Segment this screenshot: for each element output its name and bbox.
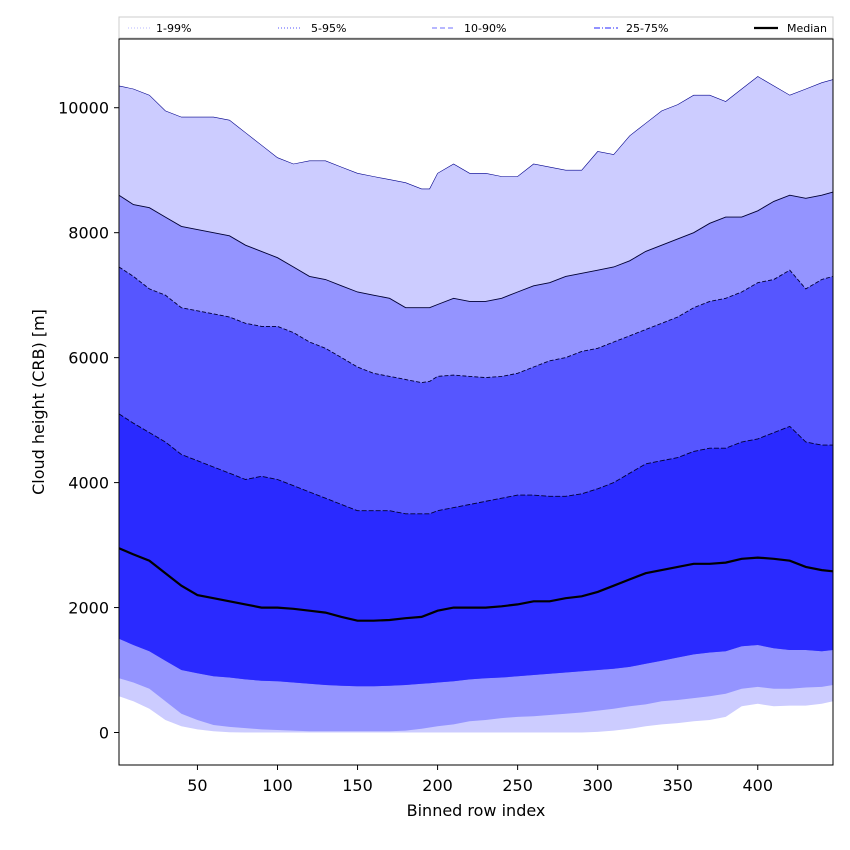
legend: 1-99% 5-95% 10-90% 25-75% Median — [118, 16, 834, 39]
series-line-median — [118, 547, 834, 622]
band-upper-line-25-75pct — [118, 413, 833, 515]
series-lines — [118, 547, 834, 622]
band-upper-line-10-90pct — [118, 266, 834, 384]
band-upper-line-5-95pct — [118, 191, 834, 309]
legend-entry-label: 25-75% — [626, 22, 668, 35]
band-upper-line-1-99pct — [118, 76, 834, 190]
legend-entry-label: 10-90% — [464, 22, 506, 35]
y-tick-label: 0 — [99, 724, 109, 743]
y-tick-label: 2000 — [68, 599, 109, 618]
x-tick-label: 350 — [662, 776, 693, 795]
y-tick-label: 10000 — [58, 99, 109, 118]
y-tick-label: 6000 — [68, 349, 109, 368]
band-25-75pct-lower — [119, 548, 833, 687]
y-tick-label: 4000 — [68, 474, 109, 493]
legend-entry-label: 1-99% — [156, 22, 191, 35]
x-tick-label: 300 — [582, 776, 613, 795]
plot-frame — [118, 38, 834, 766]
x-tick-label: 150 — [342, 776, 373, 795]
x-tick-label: 250 — [502, 776, 533, 795]
x-tick-label: 400 — [742, 776, 773, 795]
band-25-75pct — [119, 413, 833, 621]
y-tick-label: 8000 — [68, 224, 109, 243]
plot-area — [118, 76, 834, 733]
legend-frame — [118, 16, 834, 39]
y-axis-label: Cloud height (CRB) [m] — [29, 309, 48, 495]
x-axis-ticks: 50 100 150 200 250 300 350 400 — [187, 765, 773, 795]
x-tick-label: 50 — [187, 776, 207, 795]
x-tick-label: 200 — [422, 776, 453, 795]
x-tick-label: 100 — [262, 776, 293, 795]
percentile-bands — [118, 76, 834, 733]
legend-entry-label: 5-95% — [311, 22, 346, 35]
x-axis-label: Binned row index — [407, 801, 546, 820]
legend-entry-label: Median — [787, 22, 827, 35]
y-axis-ticks: 0 2000 4000 6000 8000 10000 — [58, 99, 119, 743]
